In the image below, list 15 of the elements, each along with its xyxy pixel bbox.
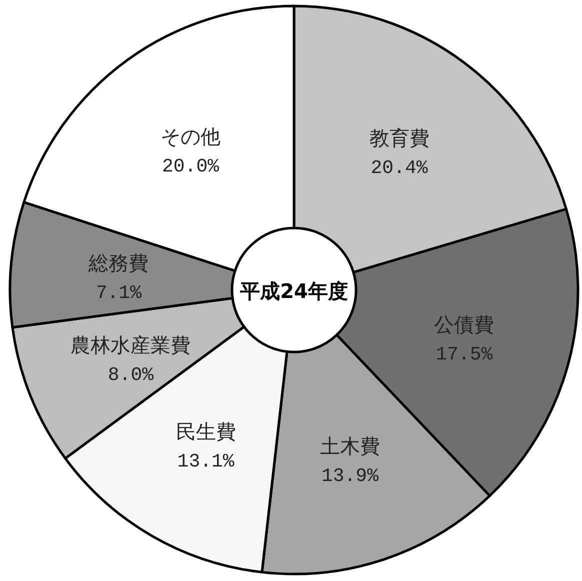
data-label: 13.1% xyxy=(177,450,235,472)
slice-label: 土木費 xyxy=(320,434,380,458)
slice-label: 民生費 xyxy=(176,419,236,444)
slice-label: 農林水産業費 xyxy=(70,332,191,357)
data-label: 7.1% xyxy=(96,282,142,304)
slice-label: その他 xyxy=(160,124,221,149)
slice-label: 教育費 xyxy=(369,126,430,150)
data-label: 20.0% xyxy=(162,156,220,178)
slice-label: 公債費 xyxy=(434,312,494,336)
slice-label: 総務費 xyxy=(88,250,149,275)
data-label: 17.5% xyxy=(436,343,494,366)
text: 平成24年度 xyxy=(239,279,348,303)
data-label: 20.4% xyxy=(370,156,428,179)
data-label: 13.9% xyxy=(321,464,380,487)
data-label: 8.0% xyxy=(108,364,154,386)
